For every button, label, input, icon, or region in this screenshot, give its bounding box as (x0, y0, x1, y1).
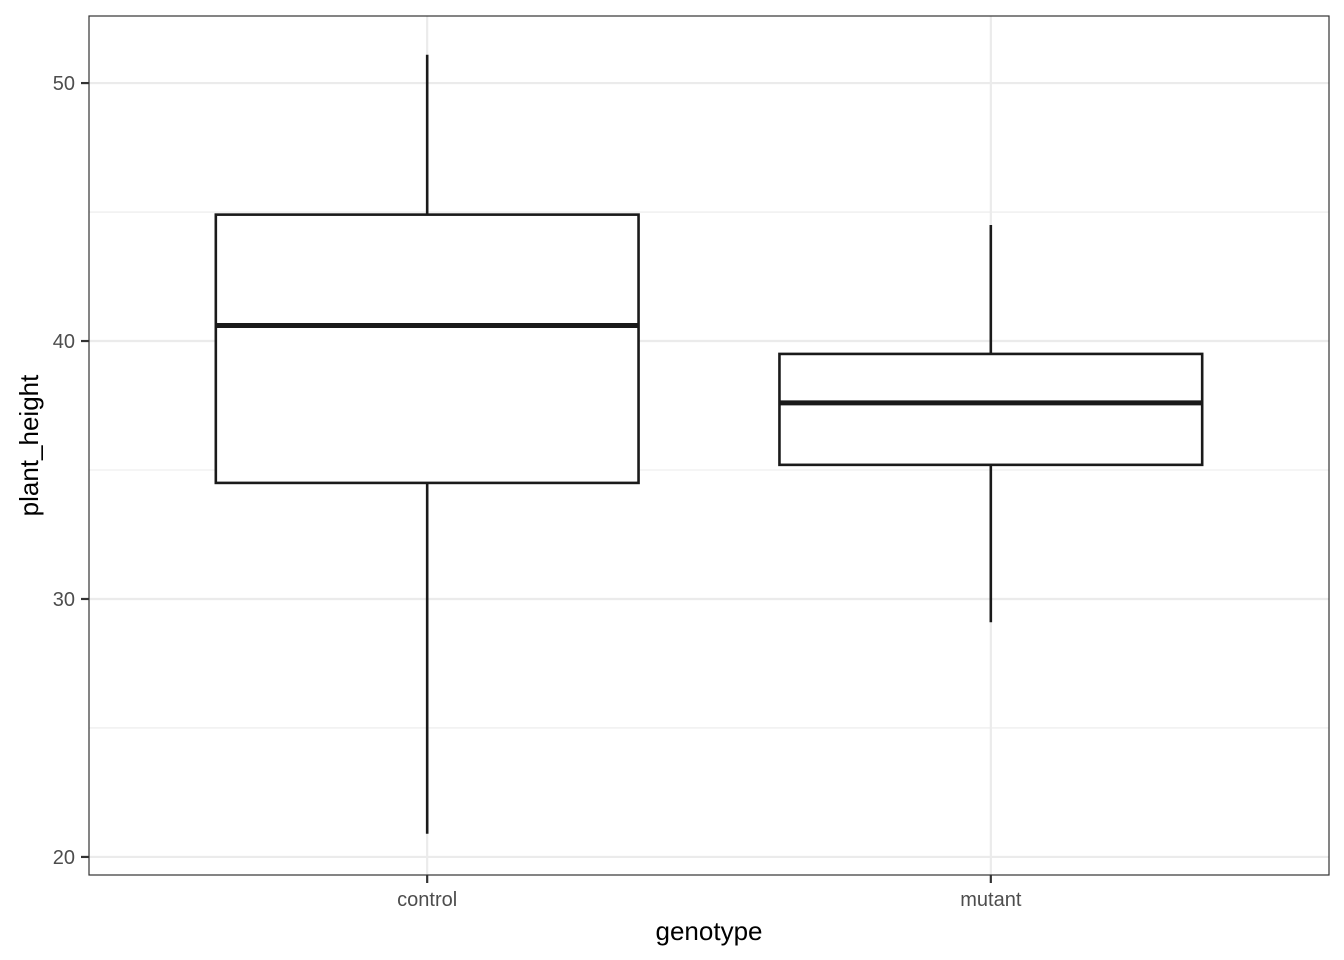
box-control (214, 54, 640, 834)
boxes-layer (214, 54, 1204, 834)
y-tick-label: 50 (53, 73, 75, 95)
x-tick-label: control (397, 889, 457, 911)
y-axis-title: plant_height (14, 374, 44, 516)
y-tick-label: 20 (53, 847, 75, 869)
y-tick-label: 40 (53, 331, 75, 353)
box-iqr (778, 352, 1204, 467)
axes-layer: 20 30 40 50 control mutant (53, 73, 1022, 911)
panel-border (88, 15, 1330, 876)
x-tick-label: mutant (960, 889, 1022, 911)
box-iqr (214, 213, 640, 485)
box-mutant (778, 224, 1204, 623)
x-axis-title: genotype (656, 916, 763, 946)
y-tick-label: 30 (53, 589, 75, 611)
